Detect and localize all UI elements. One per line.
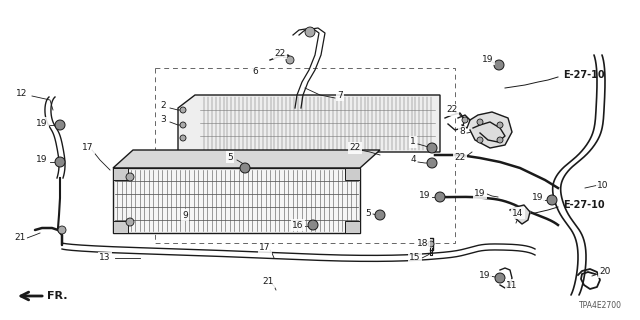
Bar [345, 168, 360, 180]
Bar [113, 221, 128, 233]
Circle shape [58, 226, 66, 234]
Bar [113, 168, 128, 180]
Text: 20: 20 [599, 268, 611, 276]
Text: 8: 8 [459, 127, 465, 137]
Text: 22: 22 [446, 106, 458, 115]
Circle shape [180, 107, 186, 113]
Text: 19: 19 [36, 118, 48, 127]
Circle shape [428, 241, 434, 247]
Polygon shape [178, 95, 440, 152]
Text: 11: 11 [506, 281, 518, 290]
Circle shape [477, 137, 483, 143]
Circle shape [305, 27, 315, 37]
Text: 10: 10 [597, 180, 609, 189]
Text: 19: 19 [474, 188, 486, 197]
Text: E-27-10: E-27-10 [563, 200, 605, 210]
Text: 19: 19 [532, 194, 544, 203]
Text: 16: 16 [292, 220, 304, 229]
Text: TPA4E2700: TPA4E2700 [579, 301, 622, 310]
Circle shape [180, 122, 186, 128]
Text: 1: 1 [410, 138, 416, 147]
Bar [155, 68, 455, 243]
Circle shape [55, 120, 65, 130]
Circle shape [308, 220, 318, 230]
Text: 21: 21 [262, 277, 274, 286]
Text: 19: 19 [479, 270, 491, 279]
Text: 12: 12 [16, 89, 28, 98]
Text: 2: 2 [160, 100, 166, 109]
Text: 14: 14 [512, 209, 524, 218]
Text: FR.: FR. [47, 291, 67, 301]
Text: 19: 19 [419, 190, 431, 199]
Text: 5: 5 [365, 209, 371, 218]
Circle shape [427, 158, 437, 168]
Circle shape [126, 173, 134, 181]
Circle shape [427, 143, 437, 153]
Circle shape [477, 119, 483, 125]
Circle shape [435, 192, 445, 202]
Text: 19: 19 [36, 156, 48, 164]
Text: 9: 9 [182, 211, 188, 220]
Text: 15: 15 [409, 253, 420, 262]
Text: 22: 22 [275, 49, 285, 58]
Text: 21: 21 [14, 234, 26, 243]
Polygon shape [473, 122, 505, 142]
Text: 22: 22 [454, 154, 466, 163]
Circle shape [494, 60, 504, 70]
Polygon shape [470, 112, 512, 148]
Circle shape [495, 273, 505, 283]
Polygon shape [510, 205, 530, 224]
Circle shape [286, 56, 294, 64]
Bar [345, 221, 360, 233]
Circle shape [126, 218, 134, 226]
Text: 7: 7 [337, 91, 343, 100]
Text: 17: 17 [259, 244, 271, 252]
Circle shape [240, 163, 250, 173]
Text: 6: 6 [252, 68, 258, 76]
Circle shape [497, 137, 503, 143]
Text: 4: 4 [410, 156, 416, 164]
Text: 22: 22 [349, 143, 360, 153]
Circle shape [462, 117, 468, 123]
Text: 13: 13 [99, 253, 111, 262]
Circle shape [547, 195, 557, 205]
Text: 18: 18 [417, 238, 429, 247]
Circle shape [497, 122, 503, 128]
Polygon shape [113, 168, 360, 233]
Text: 17: 17 [83, 143, 93, 153]
Circle shape [375, 210, 385, 220]
Text: 5: 5 [227, 153, 233, 162]
Circle shape [180, 135, 186, 141]
Circle shape [55, 157, 65, 167]
Text: 19: 19 [483, 54, 493, 63]
Text: E-27-10: E-27-10 [563, 70, 605, 80]
Polygon shape [113, 150, 380, 168]
Text: 3: 3 [160, 116, 166, 124]
